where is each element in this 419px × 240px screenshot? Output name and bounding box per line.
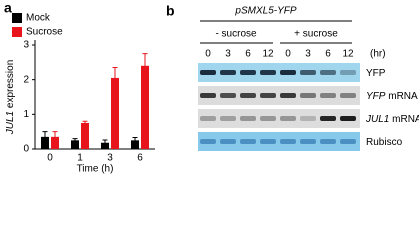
blot-band <box>320 93 336 98</box>
blot-strip <box>198 86 360 105</box>
blot-band <box>200 139 216 144</box>
error-bar <box>82 120 88 126</box>
lane-label: 0 <box>285 49 291 60</box>
blot-image <box>198 63 360 151</box>
row-label: YFP mRNA <box>366 91 418 102</box>
panel-label: a <box>4 0 12 16</box>
x-tick-label: 0 <box>47 153 53 164</box>
panel-label: b <box>166 3 175 19</box>
error-bar <box>102 139 108 147</box>
legend-swatch <box>12 27 22 37</box>
blot-band <box>340 139 356 144</box>
blot-band <box>240 139 256 144</box>
group-label: - sucrose <box>215 29 257 40</box>
blot-band <box>280 139 296 144</box>
lane-label: 6 <box>245 49 251 60</box>
y-tick-label: 1 <box>23 109 29 120</box>
x-tick-label: 1 <box>77 153 83 164</box>
error-bar <box>142 53 148 79</box>
bar <box>141 65 149 149</box>
row-label: JUL1 mRNA <box>365 114 419 125</box>
blot-band <box>200 70 216 75</box>
blot-band <box>300 70 316 75</box>
blot-band <box>260 116 276 121</box>
y-axis-label: JUL1 expression <box>5 60 16 136</box>
lane-label: 12 <box>262 49 274 60</box>
y-axis-label-text: expression <box>5 60 16 108</box>
blot-band <box>300 116 316 121</box>
blot-band <box>240 70 256 75</box>
error-bar <box>132 137 138 144</box>
lane-label: 3 <box>225 49 231 60</box>
legend-label: Sucrose <box>26 27 63 38</box>
y-tick-label: 0 <box>23 144 29 155</box>
group-label: + sucrose <box>294 29 338 40</box>
blot-band <box>220 139 236 144</box>
row-label-text: mRNA <box>392 114 419 125</box>
blot-band <box>280 116 296 121</box>
blot-band <box>200 116 216 121</box>
unit-label: (hr) <box>370 49 386 60</box>
blot-band <box>320 116 336 121</box>
error-bar <box>42 131 48 143</box>
blot-band <box>300 139 316 144</box>
blot-band <box>200 93 216 98</box>
blot-strip <box>198 63 360 82</box>
figure: a JUL1 expression Time (h) b pSMXL5-YFP … <box>4 0 419 175</box>
lane-label: 0 <box>205 49 211 60</box>
legend-label: Mock <box>26 13 51 24</box>
bar <box>111 77 119 149</box>
row-label-text: Rubisco <box>366 137 403 148</box>
blot-band <box>260 70 276 75</box>
blot-band <box>220 116 236 121</box>
bar <box>81 123 89 149</box>
blot-band <box>320 70 336 75</box>
error-bar <box>52 131 58 143</box>
row-label-text: YFP <box>366 68 386 79</box>
row-label-gene: JUL1 <box>365 114 389 125</box>
error-bar <box>72 138 78 143</box>
blot-band <box>240 116 256 121</box>
blot-band <box>260 93 276 98</box>
blot-band <box>320 139 336 144</box>
bar <box>51 136 59 149</box>
row-label-gene: YFP <box>366 91 386 102</box>
blot-band <box>280 93 296 98</box>
blot-band <box>220 93 236 98</box>
row-label-text: mRNA <box>388 91 418 102</box>
x-axis-label: Time (h) <box>77 164 114 175</box>
legend-swatch <box>12 13 22 23</box>
blot-strip <box>198 109 360 128</box>
y-tick-label: 3 <box>23 40 29 51</box>
lane-label: 3 <box>305 49 311 60</box>
blot-band <box>340 93 356 98</box>
blot-band <box>300 93 316 98</box>
blot-strip <box>198 132 360 151</box>
row-label: Rubisco <box>366 137 403 148</box>
blot-band <box>260 139 276 144</box>
bar <box>71 140 79 149</box>
row-label: YFP <box>366 68 386 79</box>
blot-band <box>340 116 356 121</box>
lane-label: 12 <box>342 49 354 60</box>
x-tick-label: 3 <box>107 153 113 164</box>
blot-band <box>240 93 256 98</box>
y-axis-label-gene: JUL1 <box>5 111 16 135</box>
bar <box>131 140 139 149</box>
y-tick-label: 2 <box>23 74 29 85</box>
blot-band <box>220 70 236 75</box>
error-bar <box>112 67 118 89</box>
blot-band <box>280 70 296 75</box>
construct-label: pSMXL5-YFP <box>234 6 296 17</box>
lane-label: 6 <box>325 49 331 60</box>
bar <box>41 136 49 149</box>
x-tick-label: 6 <box>137 153 143 164</box>
blot-band <box>340 70 356 75</box>
